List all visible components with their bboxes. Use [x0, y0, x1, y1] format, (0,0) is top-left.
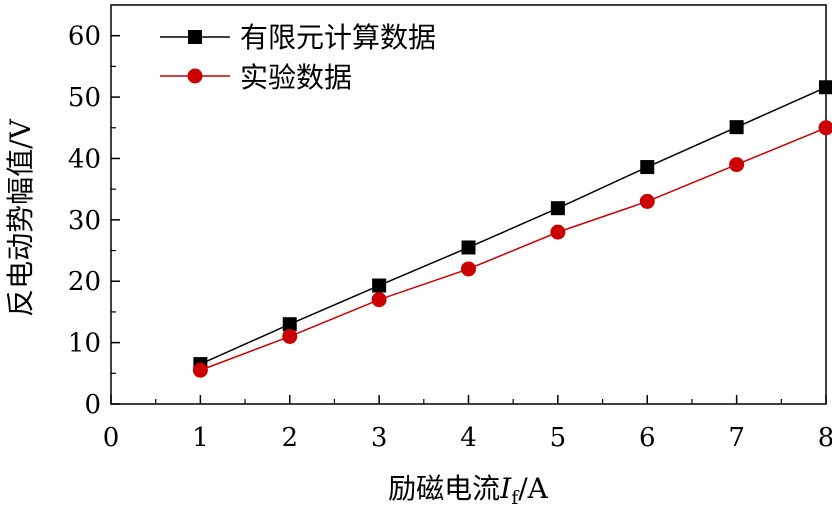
x-axis-label: 励磁电流If/A: [388, 472, 549, 509]
series-fem: [193, 80, 832, 372]
data-point-square: [640, 160, 655, 175]
data-point-square: [282, 317, 297, 332]
y-tick-label: 20: [68, 267, 101, 297]
axis-ticks: 0 1 2 3 4 5 6 7 8 0 10 20 30 40 50 60: [68, 22, 832, 453]
plot-border: [110, 4, 827, 405]
x-tick-label: 7: [728, 423, 745, 453]
data-point-square: [550, 201, 565, 216]
series-line: [200, 127, 827, 371]
data-point-square: [461, 240, 476, 255]
legend-item-fem: 有限元计算数据: [160, 21, 436, 54]
plot-frame: [110, 4, 827, 405]
data-point-square: [372, 278, 387, 293]
data-point-square: [819, 80, 832, 95]
legend-marker-experiment: [187, 68, 203, 84]
legend-label-experiment: 实验数据: [240, 61, 352, 94]
y-tick-label: 50: [68, 83, 101, 113]
y-tick-label: 60: [68, 22, 101, 52]
data-point-circle: [461, 261, 476, 277]
legend-item-experiment: 实验数据: [160, 61, 352, 94]
data-point-circle: [818, 120, 832, 136]
data-point-circle: [371, 292, 387, 308]
y-tick-label: 0: [84, 390, 101, 420]
y-tick-label: 30: [68, 206, 101, 236]
legend-label-fem: 有限元计算数据: [240, 21, 436, 54]
data-point-circle: [282, 328, 298, 344]
legend-marker-fem: [188, 30, 202, 44]
data-point-circle: [729, 157, 745, 173]
series-line: [200, 86, 827, 365]
data-point-circle: [639, 193, 655, 209]
x-tick-label: 3: [371, 423, 388, 453]
x-tick-label: 1: [192, 423, 209, 453]
x-tick-label: 8: [818, 423, 832, 453]
y-tick-label: 10: [68, 329, 101, 359]
x-tick-label: 4: [460, 423, 477, 453]
series-experiment: [192, 120, 832, 378]
series-layer: [192, 80, 832, 378]
x-tick-label: 2: [281, 423, 298, 453]
data-point-circle: [550, 224, 566, 240]
x-tick-label: 0: [103, 423, 120, 453]
x-tick-label: 5: [550, 423, 567, 453]
y-tick-label: 40: [68, 144, 101, 174]
data-point-circle: [192, 362, 208, 378]
data-point-square: [729, 120, 744, 135]
x-tick-label: 6: [639, 423, 656, 453]
y-axis-label: 反电动势幅值/V: [4, 118, 37, 316]
legend: 有限元计算数据 实验数据: [160, 21, 436, 94]
